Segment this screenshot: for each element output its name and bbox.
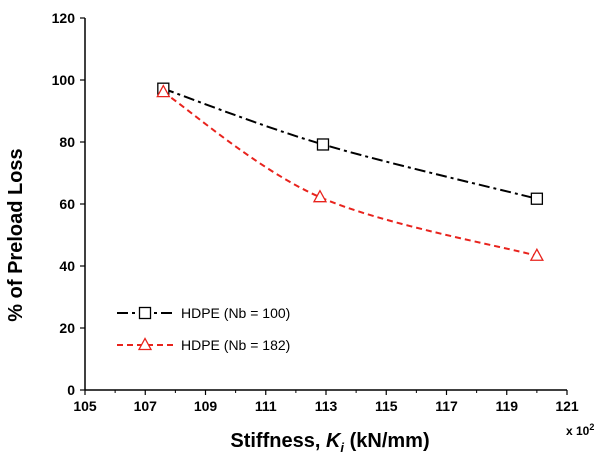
series-1-point <box>316 138 330 151</box>
series-1 <box>157 82 544 205</box>
x-tick-label: 111 <box>255 398 277 414</box>
legend-marker-1 <box>138 306 152 320</box>
x-axis-title: Stiffness, Ki (kN/mm) <box>230 430 429 452</box>
x-axis-title-text: Stiffness, <box>230 430 326 452</box>
y-axis-title: % of Preload Loss <box>5 148 27 321</box>
x-tick-label: 115 <box>375 398 398 414</box>
x-tick-label: 117 <box>435 398 458 414</box>
axes <box>84 18 567 391</box>
y-tick-label: 40 <box>59 258 75 274</box>
x-axis-multiplier-exp: 2 <box>589 422 594 432</box>
x-tick-label: 113 <box>315 398 338 414</box>
x-tick-label: 105 <box>73 398 97 414</box>
x-tick-label: 109 <box>194 398 218 414</box>
x-axis-multiplier: x 102 <box>566 422 594 438</box>
y-tick-label: 120 <box>52 10 76 26</box>
series-2 <box>156 84 544 261</box>
x-axis-title-var: K <box>326 430 342 452</box>
series-2-point <box>312 189 328 203</box>
x-tick-label: 107 <box>134 398 158 414</box>
legend: HDPE (Nb = 100) HDPE (Nb = 182) <box>117 305 290 353</box>
series-1-line <box>162 87 538 200</box>
y-tick-label: 20 <box>59 320 75 336</box>
x-axis-title-unit: (kN/mm) <box>344 430 430 452</box>
y-tick-label: 100 <box>52 72 76 88</box>
series-layer <box>156 82 544 261</box>
series-2-point <box>156 84 171 98</box>
legend-marker-2 <box>137 337 153 351</box>
legend-label-2: HDPE (Nb = 182) <box>181 337 290 353</box>
y-tick-label: 0 <box>67 382 75 398</box>
y-tick-label: 80 <box>59 134 75 150</box>
x-axis-multiplier-base: x 10 <box>566 424 590 438</box>
series-1-point <box>530 192 544 205</box>
ticks: 0 20 40 60 80 100 120 105 107 109 111 113 115 117 119 1… <box>52 10 579 414</box>
series-2-point <box>529 247 544 261</box>
legend-label-1: HDPE (Nb = 100) <box>181 305 290 321</box>
x-axis-title-sub: i <box>340 440 344 452</box>
x-tick-label: 119 <box>495 398 518 414</box>
y-tick-label: 60 <box>59 196 75 212</box>
x-tick-label: 121 <box>555 398 579 414</box>
series-2-line <box>162 91 538 257</box>
